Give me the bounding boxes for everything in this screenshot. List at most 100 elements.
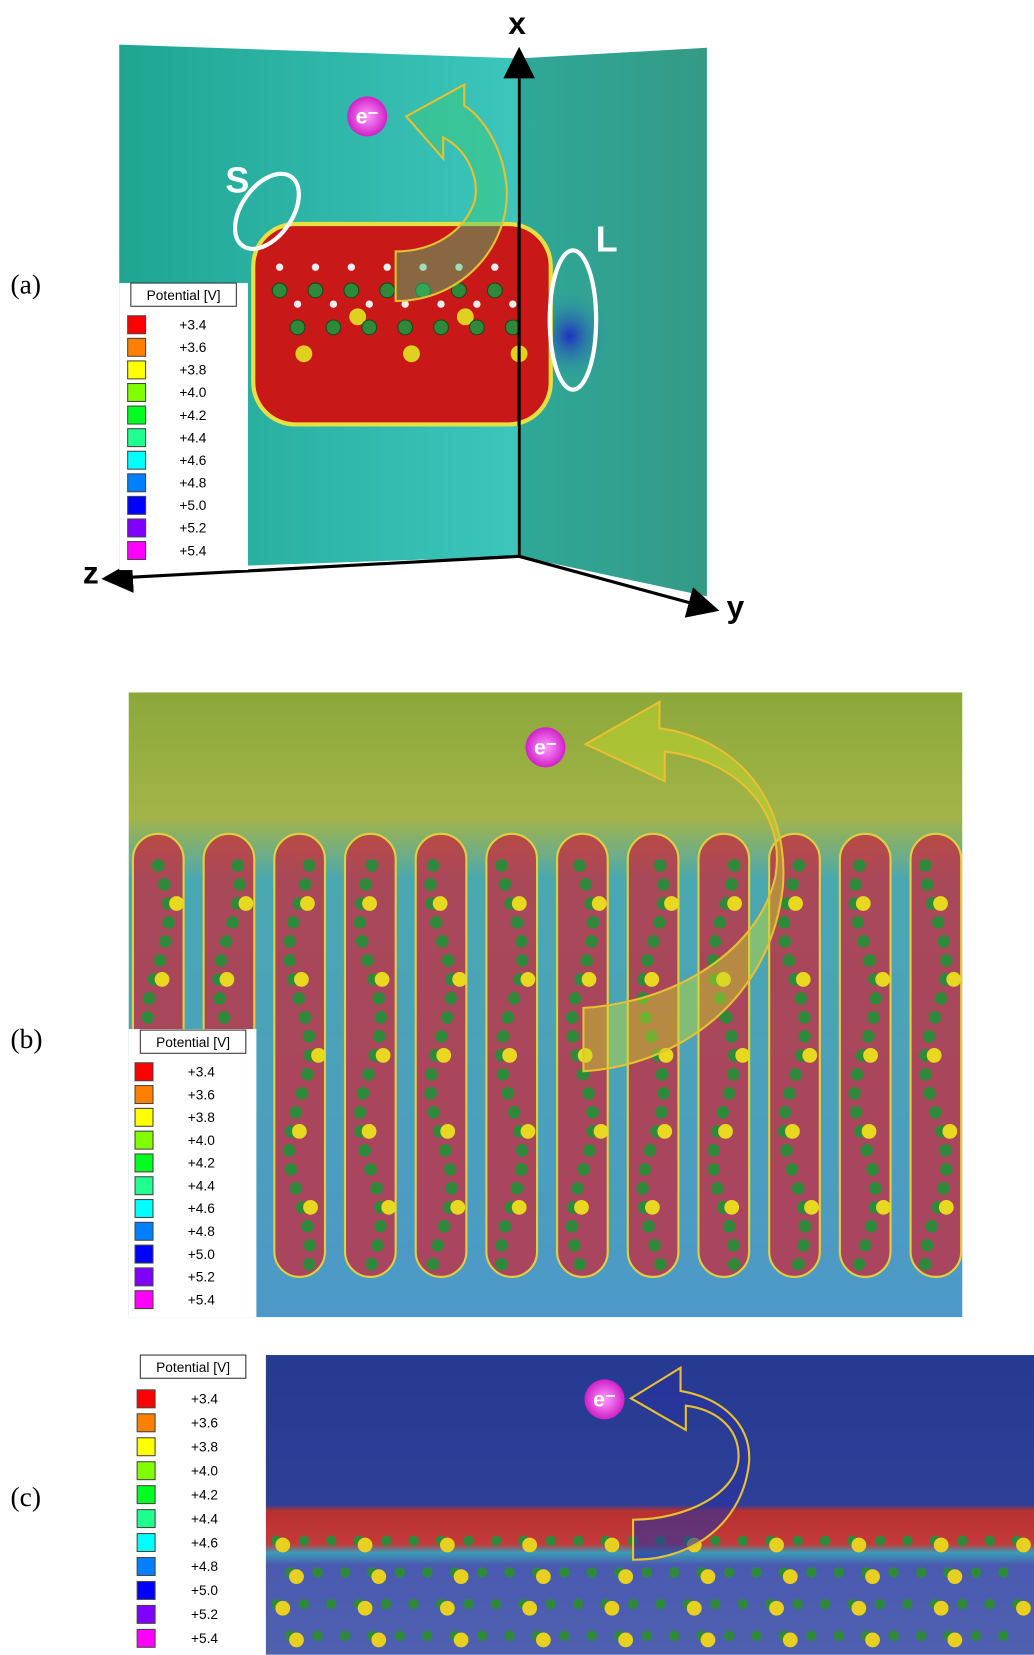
atom <box>435 1030 448 1043</box>
atom <box>647 935 660 948</box>
sulfur <box>592 896 607 911</box>
atom <box>153 954 166 967</box>
legend-swatch <box>137 1510 155 1528</box>
sulfur <box>574 1200 589 1215</box>
atom <box>502 1087 515 1100</box>
atom <box>495 1258 508 1271</box>
label-s: S <box>225 160 249 200</box>
atom <box>573 1535 584 1546</box>
atom <box>834 1567 845 1578</box>
sulfur <box>436 1048 451 1063</box>
legend-label: +4.2 <box>179 408 206 423</box>
atom <box>939 1144 952 1157</box>
atom <box>902 1599 913 1610</box>
atom <box>792 1182 805 1195</box>
legend-label: +4.6 <box>191 1535 218 1550</box>
sulfur <box>452 972 467 987</box>
sulfur <box>440 1124 455 1139</box>
sulfur <box>724 1200 739 1215</box>
atom <box>573 1258 586 1271</box>
electron-label: e⁻ <box>593 1389 616 1412</box>
atom <box>515 1163 528 1176</box>
atom <box>669 1630 680 1641</box>
atom <box>998 1630 1009 1641</box>
atom <box>499 1220 512 1233</box>
atom <box>283 935 296 948</box>
atom <box>866 1163 879 1176</box>
hydrogen <box>509 300 516 307</box>
legend-swatch <box>135 1291 153 1309</box>
legend-swatch <box>128 519 146 537</box>
sulfur <box>294 972 309 987</box>
atom <box>511 1182 524 1195</box>
atom <box>648 1239 661 1252</box>
sulfur <box>735 1048 750 1063</box>
legend-swatch <box>135 1268 153 1286</box>
atom <box>641 954 654 967</box>
sulfur <box>865 1633 880 1648</box>
atom <box>751 1567 762 1578</box>
atom <box>984 1535 995 1546</box>
sulfur <box>687 1601 702 1616</box>
atom <box>727 1239 740 1252</box>
atom <box>820 1535 831 1546</box>
atom <box>786 878 799 891</box>
legend-label: +4.0 <box>188 1133 215 1148</box>
atom <box>738 1599 749 1610</box>
atom <box>724 1567 735 1578</box>
atom <box>799 1220 812 1233</box>
atom <box>863 954 876 967</box>
atom <box>424 878 437 891</box>
atom <box>233 878 246 891</box>
atom <box>568 1239 581 1252</box>
atom <box>344 283 359 298</box>
atom <box>326 320 341 335</box>
atom <box>798 1011 811 1024</box>
atom <box>152 859 165 872</box>
atom <box>792 1258 805 1271</box>
atom <box>477 1630 488 1641</box>
sulfur <box>701 1633 716 1648</box>
legend-label: +5.4 <box>179 543 206 558</box>
atom <box>559 1567 570 1578</box>
atom <box>869 1182 882 1195</box>
atom <box>299 878 312 891</box>
legend-label: +4.6 <box>188 1201 215 1216</box>
atom <box>299 1011 312 1024</box>
atom <box>159 935 172 948</box>
sulfur <box>295 345 312 362</box>
atom <box>573 1599 584 1610</box>
atom <box>436 935 449 948</box>
sulfur <box>605 1538 620 1553</box>
atom <box>853 859 866 872</box>
label-l: L <box>596 219 618 259</box>
legend-swatch <box>135 1154 153 1172</box>
atom <box>644 1144 657 1157</box>
atom <box>287 916 300 929</box>
legend-swatch <box>128 338 146 356</box>
atom <box>301 1068 314 1081</box>
atom <box>566 1011 579 1024</box>
atom <box>779 1106 792 1119</box>
legend-swatch <box>135 1222 153 1240</box>
atom <box>653 916 666 929</box>
atom <box>432 1239 445 1252</box>
atom <box>806 1567 817 1578</box>
atom <box>916 1630 927 1641</box>
atom <box>862 1030 875 1043</box>
atom <box>797 1239 810 1252</box>
legend-label: +4.4 <box>179 430 206 445</box>
atom <box>580 954 593 967</box>
atom <box>778 935 791 948</box>
atom <box>499 878 512 891</box>
atom <box>579 878 592 891</box>
sulfur <box>521 1124 536 1139</box>
atom <box>495 859 508 872</box>
sulfur <box>865 1569 880 1584</box>
sulfur <box>927 1048 942 1063</box>
legend-label: +5.0 <box>188 1247 215 1262</box>
axis-z-label: z <box>83 555 99 591</box>
sulfur <box>863 1048 878 1063</box>
atom <box>504 1630 515 1641</box>
legend-label: +5.0 <box>191 1583 218 1598</box>
